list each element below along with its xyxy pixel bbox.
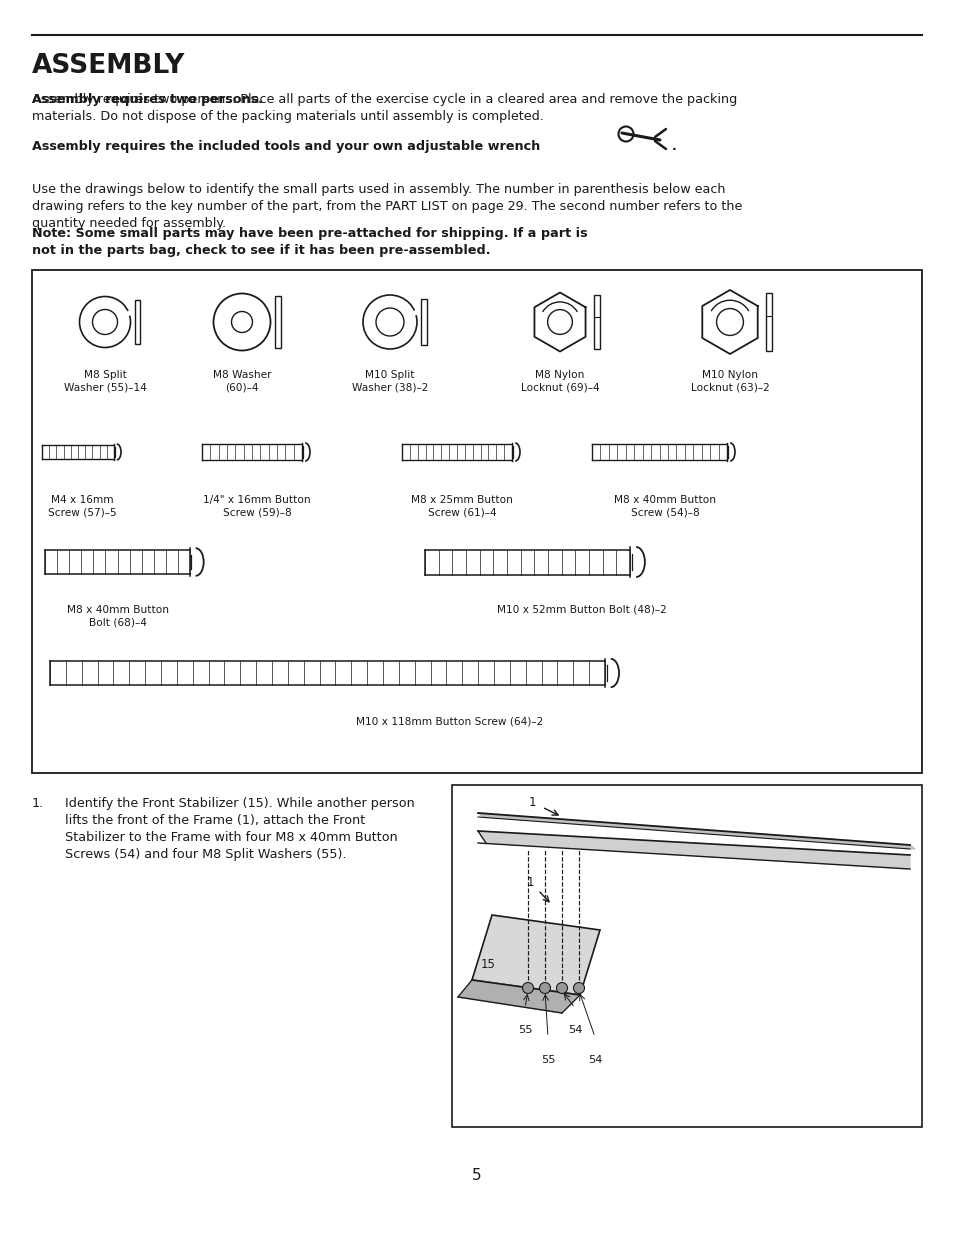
Circle shape (539, 983, 550, 993)
Text: M8 Washer
(60)–4: M8 Washer (60)–4 (213, 370, 271, 393)
Text: M10 x 52mm Button Bolt (48)–2: M10 x 52mm Button Bolt (48)–2 (497, 605, 666, 615)
Bar (420, 299, 426, 345)
Text: .: . (671, 140, 676, 153)
Text: M4 x 16mm
Screw (57)–5: M4 x 16mm Screw (57)–5 (48, 495, 116, 517)
Text: 54: 54 (567, 1025, 581, 1035)
Text: 1/4" x 16mm Button
Screw (59)–8: 1/4" x 16mm Button Screw (59)–8 (203, 495, 311, 517)
Bar (452, 785, 921, 1128)
Text: 55: 55 (517, 1025, 532, 1035)
Text: 5: 5 (472, 1167, 481, 1182)
Text: Assembly requires two persons.: Assembly requires two persons. (32, 93, 263, 106)
Circle shape (522, 983, 533, 993)
Text: Note: Some small parts may have been pre-attached for shipping. If a part is
not: Note: Some small parts may have been pre… (32, 227, 587, 257)
Text: 1: 1 (528, 797, 536, 809)
Polygon shape (457, 981, 579, 1013)
Bar (593, 295, 598, 348)
Text: 1: 1 (526, 877, 533, 889)
Text: M8 x 40mm Button
Screw (54)–8: M8 x 40mm Button Screw (54)–8 (614, 495, 716, 517)
Polygon shape (477, 831, 909, 869)
Bar (274, 296, 280, 347)
Text: M8 x 40mm Button
Bolt (68)–4: M8 x 40mm Button Bolt (68)–4 (67, 605, 169, 627)
Circle shape (573, 983, 584, 993)
Text: M8 Split
Washer (55)–14: M8 Split Washer (55)–14 (64, 370, 146, 393)
Text: Assembly requires two persons. Place all parts of the exercise cycle in a cleare: Assembly requires two persons. Place all… (32, 93, 737, 124)
Polygon shape (477, 813, 914, 848)
Bar (32, 270, 921, 773)
Text: Assembly requires the included tools and your own adjustable wrench: Assembly requires the included tools and… (32, 140, 539, 153)
Text: 55: 55 (540, 1055, 555, 1065)
Text: 54: 54 (587, 1055, 601, 1065)
Polygon shape (472, 915, 599, 995)
Text: ASSEMBLY: ASSEMBLY (32, 53, 185, 79)
Text: Use the drawings below to identify the small parts used in assembly. The number : Use the drawings below to identify the s… (32, 183, 741, 230)
Bar (765, 293, 771, 351)
Circle shape (556, 983, 567, 993)
Text: M10 x 118mm Button Screw (64)–2: M10 x 118mm Button Screw (64)–2 (356, 718, 543, 727)
Text: M10 Split
Washer (38)–2: M10 Split Washer (38)–2 (352, 370, 428, 393)
Text: 1.: 1. (32, 797, 44, 810)
Text: Identify the Front Stabilizer (15). While another person
lifts the front of the : Identify the Front Stabilizer (15). Whil… (65, 797, 415, 861)
Text: M10 Nylon
Locknut (63)–2: M10 Nylon Locknut (63)–2 (690, 370, 768, 393)
Text: 15: 15 (480, 958, 495, 972)
Text: M8 x 25mm Button
Screw (61)–4: M8 x 25mm Button Screw (61)–4 (411, 495, 513, 517)
Bar (134, 300, 140, 343)
Text: M8 Nylon
Locknut (69)–4: M8 Nylon Locknut (69)–4 (520, 370, 598, 393)
